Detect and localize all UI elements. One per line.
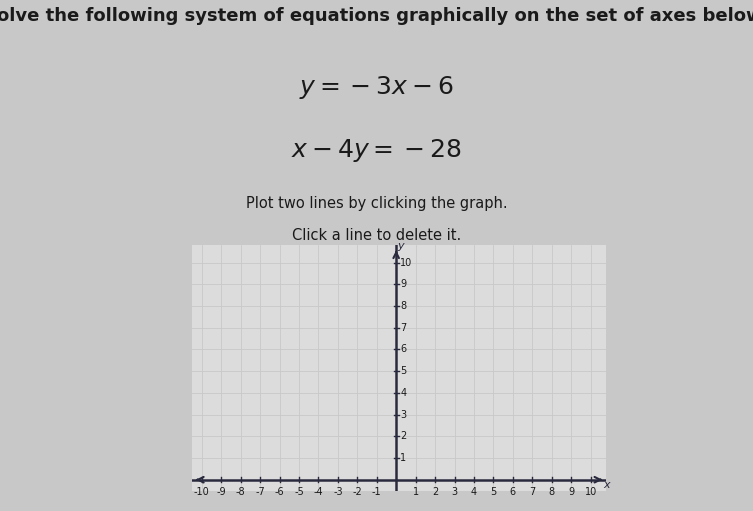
Text: 10: 10 xyxy=(584,487,596,497)
Text: -6: -6 xyxy=(275,487,285,497)
Text: 3: 3 xyxy=(401,410,407,420)
Text: 1: 1 xyxy=(401,453,407,463)
Text: -10: -10 xyxy=(194,487,209,497)
Text: 6: 6 xyxy=(401,344,407,355)
Text: Click a line to delete it.: Click a line to delete it. xyxy=(292,228,461,243)
Text: y: y xyxy=(398,241,404,251)
Text: 4: 4 xyxy=(401,388,407,398)
Text: 6: 6 xyxy=(510,487,516,497)
Text: 5: 5 xyxy=(401,366,407,376)
Text: Plot two lines by clicking the graph.: Plot two lines by clicking the graph. xyxy=(245,196,508,211)
Text: 7: 7 xyxy=(401,323,407,333)
Text: -5: -5 xyxy=(294,487,303,497)
Text: 2: 2 xyxy=(432,487,438,497)
Text: -3: -3 xyxy=(333,487,343,497)
Text: 8: 8 xyxy=(549,487,555,497)
Text: $x - 4y = -28$: $x - 4y = -28$ xyxy=(291,137,462,165)
Text: 4: 4 xyxy=(471,487,477,497)
Text: x: x xyxy=(603,480,610,490)
Text: -2: -2 xyxy=(352,487,362,497)
Text: -1: -1 xyxy=(372,487,382,497)
Text: 7: 7 xyxy=(529,487,535,497)
Text: 10: 10 xyxy=(401,258,413,268)
Text: 9: 9 xyxy=(401,280,407,289)
Text: 2: 2 xyxy=(401,431,407,442)
Text: Solve the following system of equations graphically on the set of axes below.: Solve the following system of equations … xyxy=(0,7,753,26)
Text: 3: 3 xyxy=(452,487,458,497)
Text: -9: -9 xyxy=(216,487,226,497)
Text: -4: -4 xyxy=(313,487,323,497)
Text: $y = -3x - 6$: $y = -3x - 6$ xyxy=(299,74,454,101)
Text: 9: 9 xyxy=(568,487,575,497)
Text: -7: -7 xyxy=(255,487,265,497)
Text: 1: 1 xyxy=(413,487,419,497)
Text: -8: -8 xyxy=(236,487,245,497)
Text: 8: 8 xyxy=(401,301,407,311)
Text: 5: 5 xyxy=(490,487,496,497)
